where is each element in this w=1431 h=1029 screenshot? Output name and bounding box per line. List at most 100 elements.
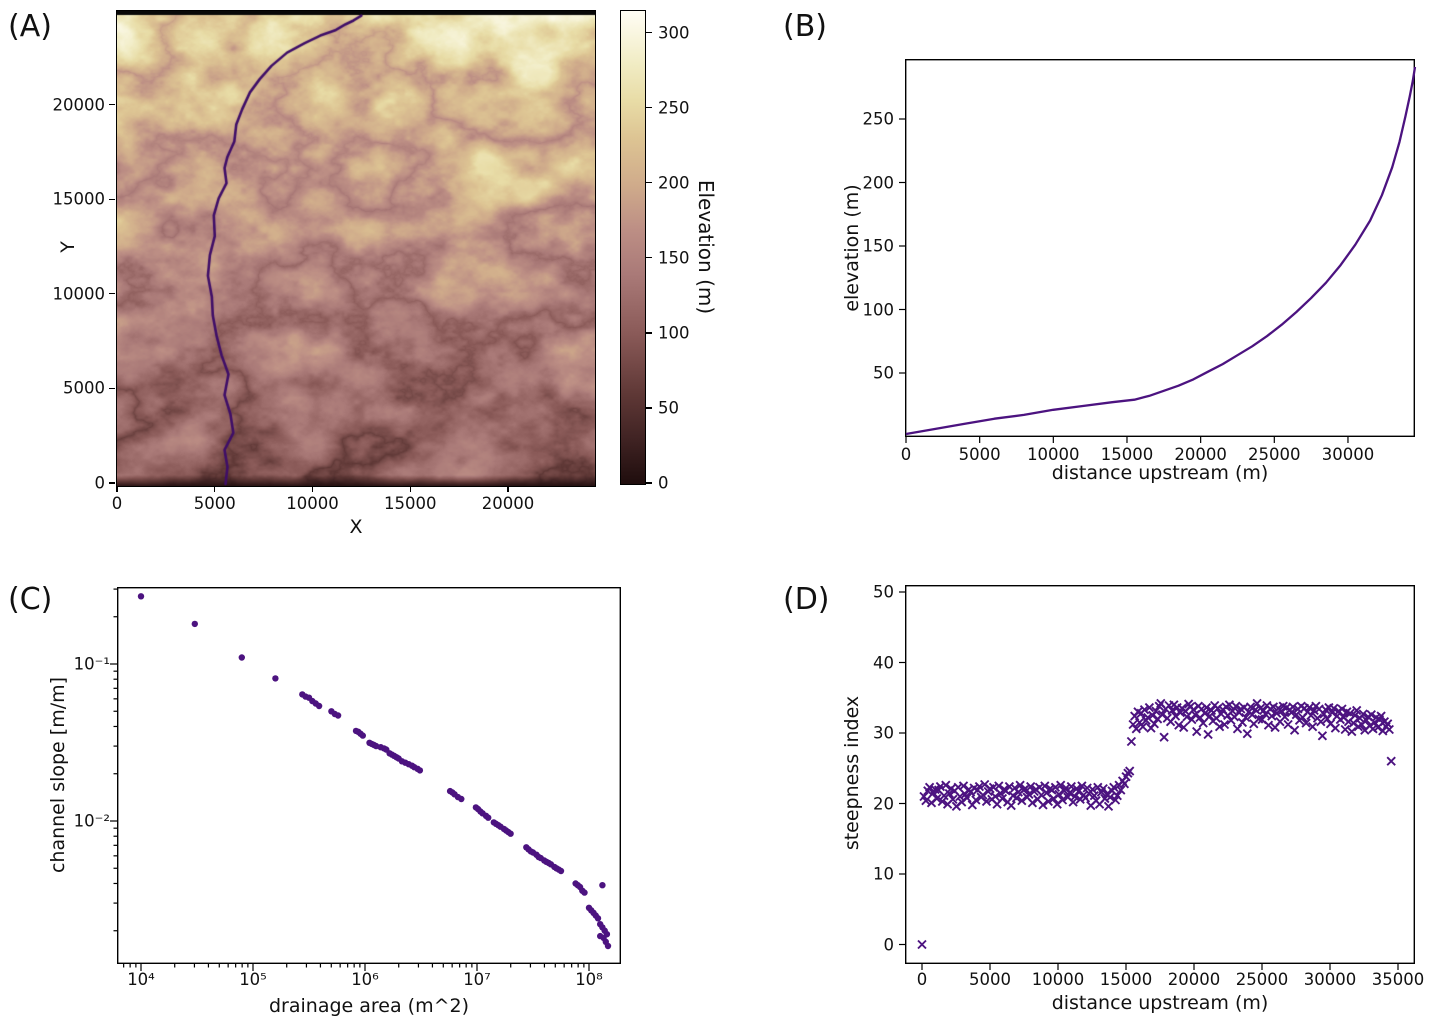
steepness-x-marker [1116, 785, 1126, 795]
colorbar-tick-label: 150 [658, 248, 690, 268]
slope-area-point [599, 882, 606, 889]
steepness-x-marker [1322, 714, 1332, 724]
steepness-x-marker [944, 788, 954, 799]
steepness-x-marker [1317, 731, 1328, 741]
steepness-x-marker [1384, 724, 1394, 735]
steepness-x-marker [1203, 729, 1213, 740]
steepness-x-marker [1017, 796, 1027, 806]
steepness-x-marker [962, 793, 972, 803]
panel-a-x-tick-label: 15000 [383, 494, 437, 513]
panel-a-y-tick [109, 482, 115, 484]
panel-a-x-tick [507, 486, 509, 492]
panel-c-scatter-chart [110, 586, 622, 971]
panel-b-x-tick-label: 0 [900, 445, 912, 464]
slope-area-point [507, 830, 514, 837]
slope-area-point [238, 654, 245, 661]
steepness-x-marker [1352, 705, 1362, 716]
steepness-x-marker [1040, 781, 1050, 791]
panel-c-x-tick-label: 10⁴ [127, 970, 155, 989]
steepness-x-marker [988, 782, 999, 792]
slope-area-point [557, 867, 565, 875]
panel-d-x-tick-label: 10000 [1031, 970, 1085, 989]
steepness-x-marker [978, 790, 988, 800]
steepness-x-marker [1027, 798, 1038, 808]
steepness-x-marker [1192, 726, 1202, 737]
steepness-x-marker [1316, 717, 1326, 727]
steepness-x-marker [1119, 779, 1130, 789]
steepness-x-marker [1089, 791, 1099, 801]
panel-d-y-axis-label: steepness index [841, 695, 863, 851]
steepness-x-marker [1214, 722, 1225, 732]
steepness-x-marker [1151, 706, 1161, 716]
colorbar-tick [646, 181, 652, 184]
panel-a-y-tick [109, 103, 115, 106]
steepness-x-marker [1087, 784, 1098, 795]
steepness-x-marker [1006, 800, 1016, 811]
steepness-x-marker [1015, 780, 1025, 790]
steepness-x-marker [1306, 710, 1316, 721]
slope-area-point [416, 767, 424, 774]
steepness-x-marker [1376, 711, 1386, 721]
steepness-x-marker [1126, 736, 1137, 747]
steepness-x-marker [1198, 718, 1208, 728]
panel-a-x-tick-label: 5000 [193, 494, 236, 513]
panel-d-y-tick-label: 20 [873, 794, 894, 813]
colorbar-tick-label: 250 [658, 98, 690, 118]
panel-a-label: (A) [8, 9, 52, 44]
steepness-x-marker [1050, 782, 1061, 792]
steepness-x-marker [941, 780, 951, 790]
panel-d-scatter-chart [899, 584, 1416, 970]
steepness-x-marker [1159, 732, 1169, 742]
steepness-x-marker [1157, 710, 1168, 720]
panel-a-y-axis-label: Y [57, 241, 79, 253]
steepness-x-marker [1242, 729, 1252, 739]
steepness-x-marker [1138, 722, 1148, 732]
panel-c-label: (C) [8, 582, 53, 617]
panel-b-x-axis-label: distance upstream (m) [1051, 462, 1269, 484]
colorbar-label: Elevation (m) [694, 179, 718, 315]
steepness-x-marker [948, 794, 958, 804]
panel-a-x-tick [311, 486, 314, 492]
steepness-x-marker [1109, 782, 1119, 792]
steepness-series [917, 698, 1396, 950]
colorbar-tick [646, 257, 652, 259]
steepness-x-marker [1020, 784, 1031, 794]
steepness-x-marker [974, 781, 985, 792]
slope-area-point [603, 931, 611, 938]
steepness-x-marker [1149, 719, 1159, 729]
steepness-x-marker [1068, 797, 1078, 807]
panel-b-y-tick-label: 100 [862, 300, 895, 319]
colorbar-tick [646, 106, 652, 109]
steepness-x-marker [1026, 781, 1036, 792]
panel-c-x-tick-label: 10⁶ [351, 970, 379, 989]
steepness-x-marker [1024, 789, 1034, 799]
steepness-x-marker [1245, 702, 1256, 712]
panel-c-x-tick-label: 10⁵ [239, 970, 267, 989]
panel-d-x-tick-label: 15000 [1099, 970, 1153, 989]
slope-area-point [137, 593, 145, 600]
steepness-x-marker [1231, 701, 1241, 711]
steepness-x-marker [1201, 702, 1212, 713]
steepness-x-marker [953, 782, 963, 792]
steepness-x-marker [1340, 724, 1350, 735]
colorbar-tick [646, 482, 652, 484]
panel-a-y-tick-label: 5000 [63, 378, 105, 398]
steepness-x-marker [1263, 720, 1274, 730]
steepness-x-marker [1288, 702, 1298, 712]
slope-area-point [604, 942, 612, 950]
panel-a-x-tick-label: 0 [111, 494, 123, 513]
steepness-x-marker [1070, 791, 1080, 802]
steepness-x-marker [921, 796, 931, 806]
steepness-x-marker [1170, 711, 1181, 721]
panel-a-y-tick-label: 20000 [52, 95, 106, 115]
panel-a-x-axis-label: X [349, 516, 363, 538]
panel-d-x-axis-label: distance upstream (m) [1051, 992, 1269, 1014]
panel-b-y-tick-label: 150 [862, 236, 895, 256]
panel-a-y-tick [109, 293, 115, 295]
axes-spines [904, 584, 1416, 965]
steepness-x-marker [1329, 703, 1339, 713]
steepness-x-marker [1011, 793, 1022, 803]
steepness-x-marker [1219, 719, 1230, 730]
panel-c-x-tick-label: 10⁷ [463, 970, 491, 989]
panel-d-x-tick-label: 20000 [1167, 970, 1221, 989]
